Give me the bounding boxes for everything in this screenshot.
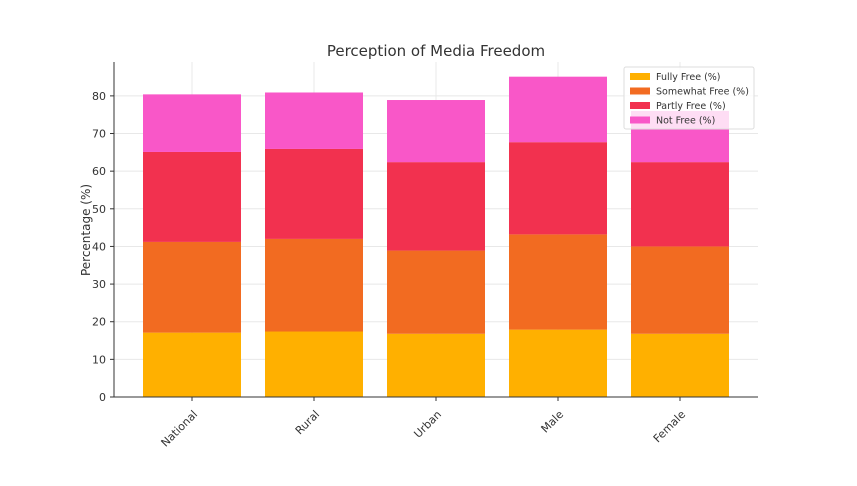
y-tick-label: 0 (99, 391, 106, 404)
chart-title: Perception of Media Freedom (327, 42, 545, 60)
y-axis-label: Percentage (%) (79, 184, 93, 276)
bar-segment (265, 148, 363, 239)
legend-box (623, 66, 755, 130)
legend-swatch (630, 116, 650, 124)
y-tick-label: 40 (92, 240, 106, 253)
y-tick-label: 60 (92, 165, 106, 178)
x-tick-label: Urban (411, 408, 444, 441)
bars (143, 76, 729, 397)
y-tick-label: 30 (92, 278, 106, 291)
y-tick-label: 10 (92, 353, 106, 366)
legend-label: Somewhat Free (%) (656, 87, 749, 98)
legend-swatch (630, 102, 650, 109)
bar-segment (631, 246, 729, 334)
x-tick-label: Female (651, 408, 688, 445)
x-tick-label: Male (538, 408, 566, 436)
bar-segment (387, 100, 485, 163)
legend-swatch (630, 87, 650, 95)
bar-segment (143, 94, 241, 152)
legend: Fully Free (%) Somewhat Free (%) Partly Fr… (623, 66, 755, 130)
x-tick-label: National (159, 408, 201, 450)
bar-segment (509, 142, 607, 235)
bar-segment (509, 329, 607, 397)
bar-segment (509, 76, 607, 143)
bar-segment (387, 250, 485, 334)
bar-segment (631, 162, 729, 247)
bar-segment (143, 241, 241, 333)
y-tick-label: 70 (92, 128, 106, 141)
bar-segment (143, 332, 241, 397)
x-tick-label: Rural (293, 408, 322, 437)
legend-label: Not Free (%) (656, 116, 715, 127)
bar-segment (265, 92, 363, 149)
bar-segment (509, 234, 607, 330)
bar-segment (265, 238, 363, 332)
bar-segment (387, 162, 485, 251)
bar-segment (265, 331, 363, 397)
bar-segment (143, 151, 241, 242)
y-tick-label: 80 (92, 90, 106, 103)
legend-label: Partly Free (%) (656, 101, 726, 112)
legend-label: Fully Free (%) (656, 72, 721, 83)
legend-swatch (630, 73, 650, 80)
y-tick-label: 50 (92, 203, 106, 216)
y-tick-label: 20 (92, 316, 106, 329)
bar-segment (387, 333, 485, 397)
bar-segment (631, 333, 729, 397)
